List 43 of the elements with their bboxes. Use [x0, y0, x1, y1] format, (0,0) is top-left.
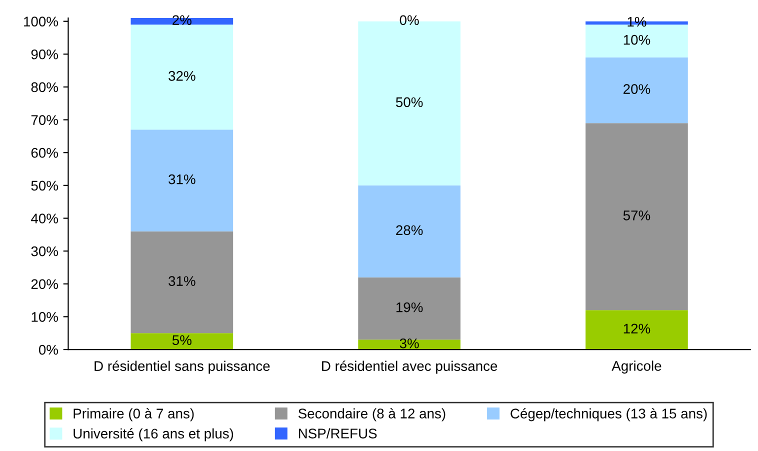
bar	[130, 130, 234, 232]
data-label: 2%	[172, 15, 192, 25]
data-label: 31%	[168, 276, 196, 286]
bar	[130, 231, 234, 334]
y-tick-label: 50%	[31, 180, 58, 191]
x-tick-label: Agricole	[612, 360, 662, 374]
data-label: 3%	[400, 338, 419, 348]
legend-label: NSP/REFUS	[298, 428, 377, 438]
legend-label: Cégep/techniques (13 à 15 ans)	[510, 408, 707, 422]
data-label: 5%	[172, 335, 192, 346]
y-tick-label: 70%	[31, 115, 58, 125]
y-tick-label: 60%	[31, 148, 58, 158]
bar	[586, 123, 688, 310]
bar	[130, 333, 234, 350]
legend-label: Secondaire (8 à 12 ans)	[298, 408, 446, 422]
bar	[586, 310, 688, 350]
data-label: 20%	[624, 84, 650, 94]
y-tick-label: 20%	[31, 279, 58, 290]
legend-label: Université (16 ans et plus)	[74, 428, 234, 442]
data-label: 28%	[396, 225, 423, 236]
y-tick-label: 90%	[31, 49, 58, 60]
y-tick-label: 0%	[38, 344, 58, 355]
data-label: 0%	[400, 15, 419, 26]
data-label: 50%	[396, 97, 423, 108]
data-label: 57%	[623, 210, 650, 220]
y-tick-label: 10%	[32, 312, 58, 322]
bar	[358, 277, 460, 340]
legend-label: Primaire (0 à 7 ans)	[74, 408, 194, 422]
data-label: 19%	[396, 302, 423, 312]
x-tick-label: D résidentiel avec puissance	[322, 360, 498, 374]
data-label: 10%	[624, 34, 650, 45]
y-tick-label: 30%	[31, 246, 58, 256]
bar	[358, 185, 460, 278]
data-label: 32%	[168, 71, 196, 81]
y-tick-label: 40%	[31, 214, 58, 224]
bar	[130, 24, 234, 130]
x-tick-label: D résidentiel sans puissance	[94, 360, 270, 374]
y-tick-label: 80%	[31, 82, 58, 92]
bar	[358, 340, 460, 350]
data-label: 12%	[624, 324, 650, 334]
y-tick-label: 100%	[24, 16, 58, 26]
data-label: 31%	[168, 174, 196, 184]
bar	[586, 57, 688, 124]
